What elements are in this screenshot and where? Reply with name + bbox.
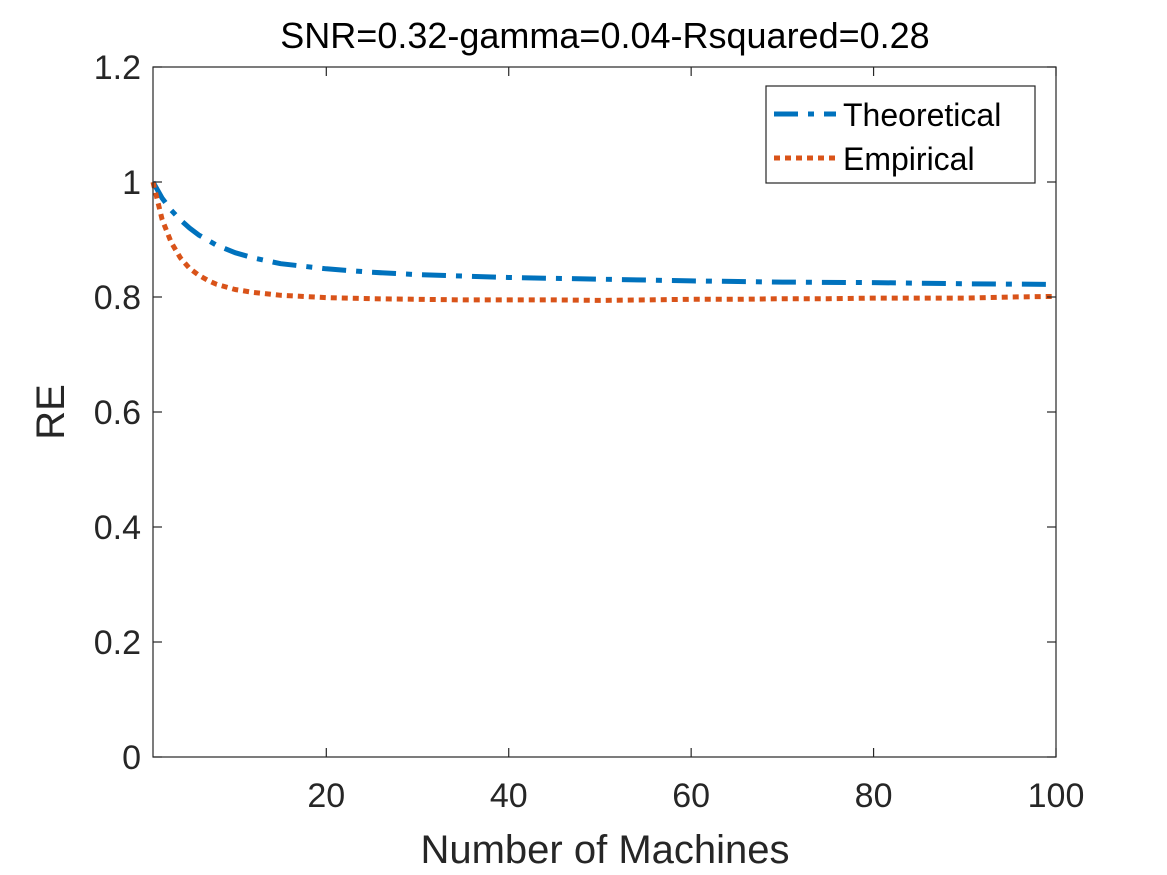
y-tick-label: 1 — [122, 164, 141, 202]
legend-box — [765, 85, 1036, 184]
y-tick-label: 0.2 — [94, 624, 141, 662]
chart-title: SNR=0.32-gamma=0.04-Rsquared=0.28 — [280, 15, 929, 56]
series-line-empirical — [150, 181, 1057, 303]
legend-label-theoretical: Theoretical — [843, 97, 1001, 133]
y-tick-label: 0.6 — [94, 394, 141, 432]
x-tick-label: 80 — [855, 777, 893, 815]
y-tick-label: 0 — [122, 739, 141, 777]
legend: Theoretical Empirical — [765, 85, 1036, 184]
y-tick-label: 0.4 — [94, 509, 141, 547]
x-axis: 20 40 60 80 100 — [307, 67, 1084, 815]
y-axis: 0 0.2 0.4 0.6 0.8 1 1.2 — [94, 49, 1056, 777]
series-layer — [150, 180, 1057, 303]
y-tick-label: 1.2 — [94, 49, 141, 87]
x-axis-title: Number of Machines — [420, 828, 789, 872]
y-axis-title: RE — [29, 384, 73, 440]
x-tick-label: 20 — [307, 777, 345, 815]
legend-label-empirical: Empirical — [843, 141, 975, 177]
x-tick-label: 40 — [490, 777, 528, 815]
y-tick-label: 0.8 — [94, 279, 141, 317]
x-tick-label: 60 — [672, 777, 710, 815]
x-tick-label: 100 — [1028, 777, 1085, 815]
